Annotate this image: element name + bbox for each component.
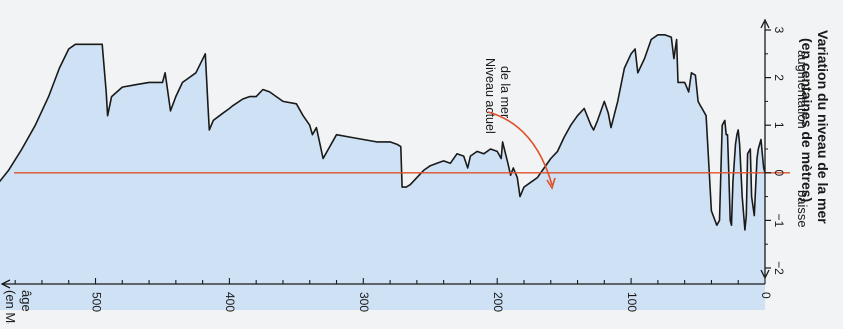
- level-tick-label: 2: [772, 74, 786, 81]
- y-direction-labels: baisse: [795, 190, 810, 228]
- labels: Variation du niveau de la mer (en centai…: [3, 30, 831, 329]
- age-tick-label: 100: [625, 292, 639, 312]
- annotation: Niveau actuel de la mer: [483, 58, 512, 134]
- chart-title-line-2: (en centaines de mètres): [799, 38, 815, 202]
- plot-area: [0, 34, 790, 310]
- level-axis-arrow-up: [760, 18, 770, 29]
- level-tick-label: −1: [772, 214, 786, 228]
- annotation-line-2: de la mer: [498, 66, 512, 118]
- level-tick-label: 1: [772, 122, 786, 129]
- age-tick-label: 500: [89, 292, 103, 312]
- x-axis-title: âge (en Ma): [3, 290, 34, 329]
- level-tick-label: −2: [772, 261, 786, 275]
- chart-title: Variation du niveau de la mer (en centai…: [799, 30, 831, 224]
- annotation-arrow-head: [546, 177, 556, 190]
- age-tick-label: 200: [491, 292, 505, 312]
- level-tick-label: 3: [772, 27, 786, 34]
- annotation-arrow: [487, 111, 553, 186]
- level-tick-label: 0: [772, 169, 786, 176]
- age-axis-arrow: [0, 279, 11, 289]
- increase-label: augmentation: [795, 50, 810, 129]
- annotation-line-1: Niveau actuel: [483, 58, 497, 134]
- age-tick-label: 0: [759, 292, 773, 299]
- decrease-label: baisse: [795, 190, 810, 228]
- age-tick-label: 400: [223, 292, 237, 312]
- x-axis-title-line-2: (en Ma): [3, 290, 18, 324]
- chart-title-line-1: Variation du niveau de la mer: [815, 30, 831, 224]
- sea-level-curve: [0, 34, 766, 231]
- axes: 3 2 1 0 −1 −2 100 200 300 400 500 0: [0, 18, 786, 312]
- age-tick-label: 300: [357, 292, 371, 312]
- x-axis-title-line-1: âge: [19, 290, 34, 312]
